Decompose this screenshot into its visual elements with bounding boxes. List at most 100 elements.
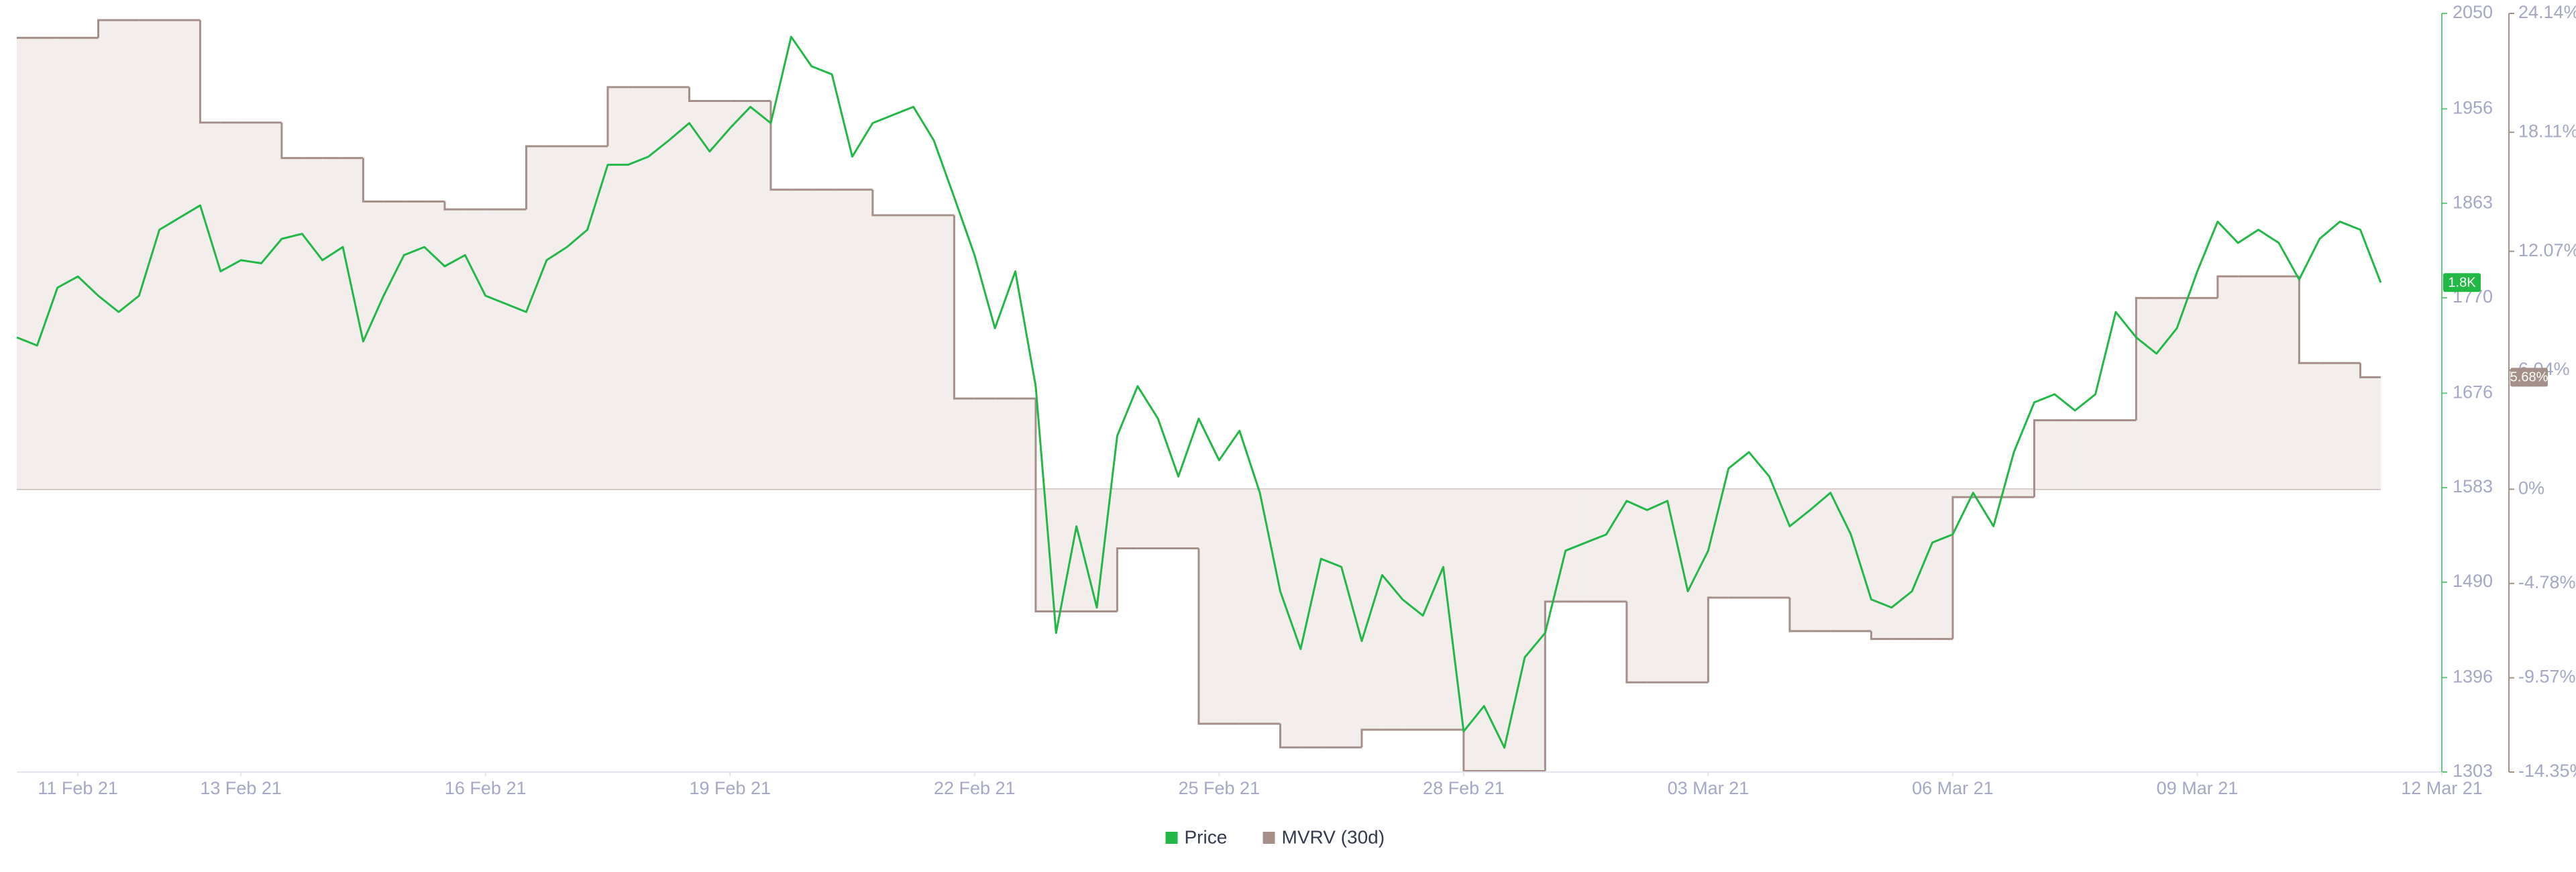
area-segment [1056, 489, 1077, 612]
step-segment [443, 201, 466, 211]
legend-label: Price [1185, 826, 1228, 847]
y2-tick-label: -4.78% [2518, 572, 2576, 592]
y-tick-label: 1863 [2453, 192, 2493, 212]
area-segment [2075, 420, 2096, 490]
area-segment [2238, 276, 2259, 490]
x-tick-label: 16 Feb 21 [445, 778, 527, 798]
step-segment [1625, 601, 1648, 684]
area-segment [37, 38, 58, 490]
y2-tick-label: -14.35% [2518, 761, 2576, 781]
area-segment [1667, 489, 1688, 683]
current-value-tag: 1.8K [2443, 273, 2481, 292]
area-segment [220, 122, 241, 490]
area-segment [567, 146, 588, 490]
area-segment [546, 146, 568, 490]
area-segment [1932, 489, 1953, 639]
area-segment [1891, 489, 1913, 639]
area-segment [281, 158, 303, 490]
step-segment [97, 19, 119, 38]
area-segment [1137, 489, 1159, 549]
area-segment [1382, 489, 1403, 730]
area-segment [689, 101, 710, 490]
current-value-bg [2510, 368, 2548, 387]
area-segment [2177, 298, 2198, 490]
legend-swatch [1165, 832, 1178, 844]
area-segment [1830, 489, 1851, 631]
x-tick-label: 11 Feb 21 [38, 778, 118, 798]
step-segment [1197, 548, 1220, 725]
area-segment [1198, 489, 1220, 724]
current-value-label: 5.68% [2510, 370, 2548, 385]
x-tick-label: 28 Feb 21 [1423, 778, 1505, 798]
area-segment [832, 189, 853, 490]
step-segment [2135, 296, 2157, 421]
price-line [16, 36, 2382, 749]
area-segment [1749, 489, 1770, 598]
area-segment [17, 38, 38, 490]
x-tick-label: 22 Feb 21 [934, 778, 1016, 798]
axis-layer: 20501956186317701676158314901396130324.1… [17, 2, 2576, 798]
y-tick-label: 1583 [2453, 476, 2493, 496]
area-segment [913, 215, 934, 490]
area-segment [1300, 489, 1322, 748]
step-segment [1034, 398, 1057, 613]
area-segment [1341, 489, 1362, 748]
area-segment [2095, 420, 2116, 490]
x-tick-label: 12 Mar 21 [2401, 778, 2483, 798]
area-segment [1097, 489, 1118, 612]
step-segment [525, 145, 547, 210]
area-segment [2299, 363, 2320, 490]
area-segment [98, 19, 119, 490]
area-segment [1952, 489, 1974, 498]
step-segment [769, 101, 792, 191]
area-segment [241, 122, 262, 490]
area-segment [139, 19, 160, 490]
area-segment [526, 146, 547, 490]
y-tick-label: 1676 [2453, 382, 2493, 402]
area-segment [1973, 489, 1994, 498]
area-segment [180, 19, 201, 490]
area-segment [1871, 489, 1892, 639]
step-segment [606, 86, 629, 147]
y-tick-label: 1490 [2453, 571, 2493, 591]
area-segment [893, 215, 914, 490]
area-segment [1402, 489, 1424, 730]
area-segment [2197, 298, 2218, 490]
area-segment [1484, 489, 1505, 771]
area-segment [2217, 276, 2239, 490]
area-segment [1626, 489, 1648, 683]
area-segment [485, 209, 506, 490]
area-segment [669, 87, 690, 490]
area-segment [1524, 489, 1546, 771]
area-segment [1219, 489, 1240, 724]
y2-tick-label: 18.11% [2518, 121, 2576, 141]
step-segment [1707, 596, 1729, 683]
area-segment [2258, 276, 2279, 490]
area-segment [1260, 489, 1281, 724]
x-tick-label: 13 Feb 21 [200, 778, 282, 798]
area-segment [1443, 489, 1464, 730]
area-segment [118, 19, 140, 490]
area-segment [709, 101, 731, 490]
x-tick-label: 06 Mar 21 [1912, 778, 1994, 798]
area-segment [852, 189, 873, 490]
area-segment [200, 122, 221, 490]
area-segment [1769, 489, 1790, 598]
area-segment [811, 189, 833, 490]
area-segment [750, 101, 771, 490]
line-layer [16, 19, 2382, 773]
area-segment [2115, 420, 2137, 490]
area-segment [934, 215, 955, 490]
y2-tick-label: 12.07% [2518, 240, 2576, 260]
step-segment [1870, 631, 1892, 641]
x-tick-label: 09 Mar 21 [2157, 778, 2239, 798]
step-segment [2033, 419, 2055, 498]
step-segment [362, 158, 384, 203]
area-segment [1647, 489, 1668, 683]
area-segment [1178, 489, 1199, 549]
y2-tick-label: 0% [2518, 478, 2544, 498]
step-segment [1360, 728, 1383, 748]
area-segment [607, 87, 629, 490]
